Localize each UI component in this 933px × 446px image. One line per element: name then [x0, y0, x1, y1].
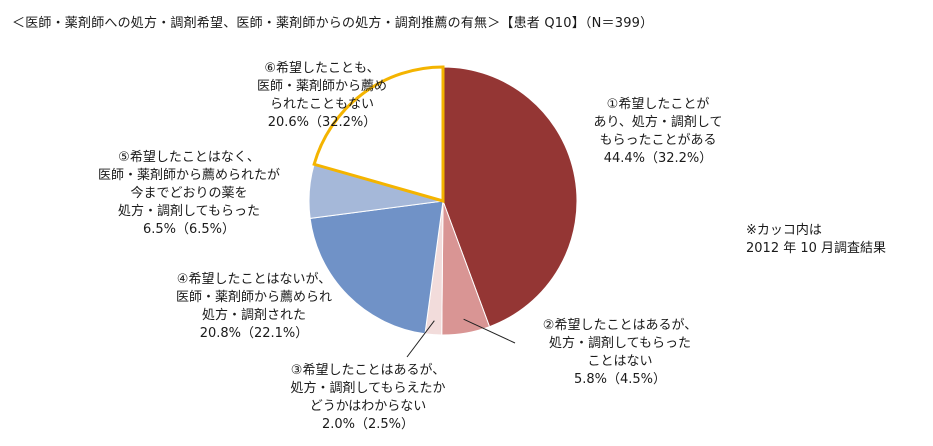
slice-label-line: 今までどおりの薬を — [130, 186, 248, 201]
slice-label-line: ことはない — [587, 354, 653, 369]
leader-line-3 — [406, 320, 435, 358]
slice-label-line: ①希望したことが — [606, 97, 710, 112]
slice-label-5: ⑤希望したことはなく、医師・薬剤師から薦められたが 今までどおりの薬を 処方・調剤し… — [74, 149, 304, 239]
slice-label-line: ③希望したことはあるが、 — [290, 363, 446, 378]
slice-label-6: ⑥希望したことも、 医師・薬剤師から薦め られたこともない 20.6%（32.2%） — [232, 60, 412, 132]
pie-slice-6 — [312, 65, 445, 203]
pie-slice-1 — [442, 66, 578, 328]
slice-label-1: ①希望したことが あり、処方・調剤して もらったことがある 44.4%（32.2%） — [558, 96, 758, 168]
slice-label-line: 処方・調剤された — [201, 308, 306, 323]
slice-label-line: ④希望したことはないが、 — [176, 272, 332, 287]
slice-label-line: 医師・薬剤師から薦め — [256, 79, 387, 94]
pie-slice-4 — [309, 200, 444, 335]
slice-label-line: 医師・薬剤師から薦められたが — [97, 168, 280, 183]
note-text: ※カッコ内は 2012 年 10 月調査結果 — [746, 222, 886, 258]
slice-label-line: あり、処方・調剤して — [593, 115, 723, 130]
slice-value: 2.0%（2.5%） — [321, 417, 415, 432]
slice-value: 5.8%（4.5%） — [573, 372, 667, 387]
slice-label-line: 処方・調剤してもらえたか — [290, 381, 446, 396]
slice-label-2: ②希望したことはあるが、 処方・調剤してもらった ことはない 5.8%（4.5%） — [510, 317, 730, 389]
slice-label-line: ②希望したことはあるが、 — [542, 318, 698, 333]
slice-label-line: られたこともない — [269, 97, 374, 112]
slice-label-line: どうかはわからない — [309, 399, 427, 414]
slice-label-line: ⑤希望したことはなく、 — [118, 150, 260, 165]
slice-value: 6.5%（6.5%） — [142, 222, 236, 237]
slice-label-line: ⑥希望したことも、 — [264, 61, 380, 76]
slice-label-4: ④希望したことはないが、 医師・薬剤師から薦められ 処方・調剤された 20.8%（22… — [144, 271, 364, 343]
note-line: ※カッコ内は — [746, 223, 822, 238]
chart-title: ＜医師・薬剤師への処方・調剤希望、医師・薬剤師からの処方・調剤推薦の有無＞【患者… — [12, 16, 654, 31]
slice-label-line: 処方・調剤してもらった — [118, 204, 260, 219]
note-line: 2012 年 10 月調査結果 — [746, 241, 887, 256]
slice-label-line: 医師・薬剤師から薦められ — [175, 290, 332, 305]
slice-value: 44.4%（32.2%） — [603, 151, 713, 166]
leader-line-2 — [463, 318, 516, 344]
slice-value: 20.8%（22.1%） — [199, 326, 309, 341]
slice-value: 20.6%（32.2%） — [267, 115, 377, 130]
slice-label-line: 処方・調剤してもらった — [549, 336, 691, 351]
slice-label-3: ③希望したことはあるが、 処方・調剤してもらえたか どうかはわからない 2.0%（2.… — [268, 362, 468, 434]
slice-label-line: もらったことがある — [599, 133, 717, 148]
